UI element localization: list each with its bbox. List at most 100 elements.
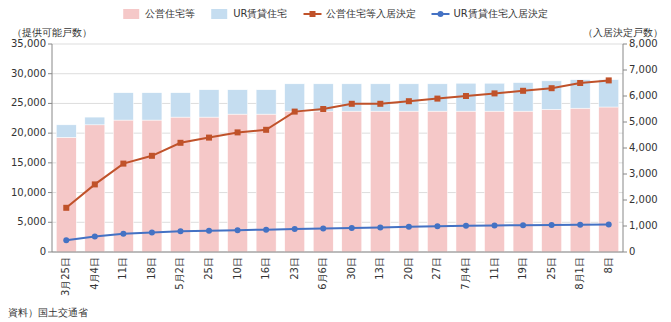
bar — [599, 80, 619, 107]
line-series — [63, 77, 611, 210]
marker — [549, 222, 555, 228]
y2-tick — [623, 70, 627, 71]
y-tick-label: 15,000 — [11, 157, 46, 168]
y-tick-label: 0 — [40, 246, 46, 257]
x-tick-label: 6月6日 — [317, 257, 328, 290]
bar-series — [56, 80, 618, 138]
bar — [85, 117, 105, 125]
x-tick-label: 11日 — [489, 257, 500, 280]
legend-item: UR賃貸住宅 — [211, 8, 287, 19]
bar — [256, 90, 276, 114]
x-tick-label: 27日 — [431, 257, 442, 280]
bar — [370, 84, 390, 111]
y-tick-label: 30,000 — [11, 68, 46, 79]
bar — [228, 90, 248, 114]
bar — [570, 108, 590, 252]
marker — [606, 221, 612, 227]
y2-tick-label: 2,000 — [629, 194, 658, 205]
x-tick-label: 11日 — [117, 257, 128, 280]
x-tick-label: 8月1日 — [574, 257, 585, 290]
y-tick — [48, 222, 52, 223]
marker — [606, 77, 612, 83]
y2-tick — [623, 252, 627, 253]
bar — [199, 90, 219, 117]
marker — [320, 106, 326, 112]
y2-tick-label: 4,000 — [629, 142, 658, 153]
marker — [320, 226, 326, 232]
y-tick-label: 5,000 — [17, 216, 46, 227]
y2-tick — [623, 148, 627, 149]
axes: 05,00010,00015,00020,00025,00030,00035,0… — [11, 38, 658, 296]
marker — [63, 205, 69, 211]
bar — [170, 93, 190, 117]
y-tick — [48, 103, 52, 104]
y2-tick — [623, 96, 627, 97]
bar — [485, 83, 505, 111]
marker — [406, 224, 412, 230]
marker — [463, 93, 469, 99]
marker — [92, 233, 98, 239]
y-tick-label: 25,000 — [11, 97, 46, 108]
y2-tick-label: 7,000 — [629, 64, 658, 75]
y2-tick-label: 0 — [629, 246, 635, 257]
marker — [292, 109, 298, 115]
source-text: 資料）国土交通省 — [8, 307, 88, 318]
y2-tick-label: 3,000 — [629, 168, 658, 179]
chart: 05,00010,00015,00020,00025,00030,00035,0… — [0, 0, 671, 322]
bar — [228, 114, 248, 252]
marker — [520, 88, 526, 94]
bar — [513, 111, 533, 252]
y-axis-label: （提供可能戸数） — [12, 27, 92, 38]
x-tick-label: 16日 — [260, 257, 271, 280]
bar — [399, 111, 419, 252]
line-series — [63, 221, 611, 243]
marker — [492, 222, 498, 228]
marker — [120, 231, 126, 237]
grid-line — [52, 222, 623, 223]
grid-line — [52, 73, 623, 74]
grid-line — [52, 103, 623, 104]
line — [66, 80, 608, 207]
bar — [56, 137, 76, 252]
marker — [292, 226, 298, 232]
marker — [206, 135, 212, 141]
bar — [370, 111, 390, 252]
marker — [177, 228, 183, 234]
y-tick-label: 20,000 — [11, 127, 46, 138]
x-tick-label: 7月4日 — [460, 257, 471, 290]
x-tick-label: 3月25日 — [60, 257, 71, 296]
legend-label: UR賃貸住宅 — [233, 8, 287, 19]
legend-marker — [310, 11, 316, 17]
legend-marker — [438, 11, 444, 17]
x-axis-line — [52, 252, 623, 253]
x-tick-label: 25日 — [203, 257, 214, 280]
marker — [520, 222, 526, 228]
x-tick-label: 5月2日 — [174, 257, 185, 290]
bar — [456, 111, 476, 252]
legend: 公営住宅等UR賃貸住宅公営住宅等入居決定UR賃貸住宅入居決定 — [123, 8, 548, 19]
y-tick — [48, 133, 52, 134]
bar — [142, 93, 162, 120]
x-tick-label: 18日 — [146, 257, 157, 280]
y2-tick — [623, 44, 627, 45]
grid-line — [52, 133, 623, 134]
bar — [427, 111, 447, 252]
marker — [349, 225, 355, 231]
plot-area — [56, 77, 618, 252]
bar — [256, 114, 276, 252]
y2-tick — [623, 174, 627, 175]
bar — [342, 84, 362, 111]
y-tick — [48, 44, 52, 45]
grid-line — [52, 252, 623, 253]
y2-tick — [623, 200, 627, 201]
y-tick-label: 35,000 — [11, 38, 46, 49]
y2-tick-label: 8,000 — [629, 38, 658, 49]
x-tick-label: 19日 — [517, 257, 528, 280]
grid-line — [52, 44, 623, 45]
legend-item: UR賃貸住宅入居決定 — [432, 8, 548, 19]
bar — [542, 109, 562, 252]
bar — [542, 81, 562, 110]
y-tick — [48, 192, 52, 193]
legend-swatch — [211, 9, 227, 19]
marker — [149, 230, 155, 236]
